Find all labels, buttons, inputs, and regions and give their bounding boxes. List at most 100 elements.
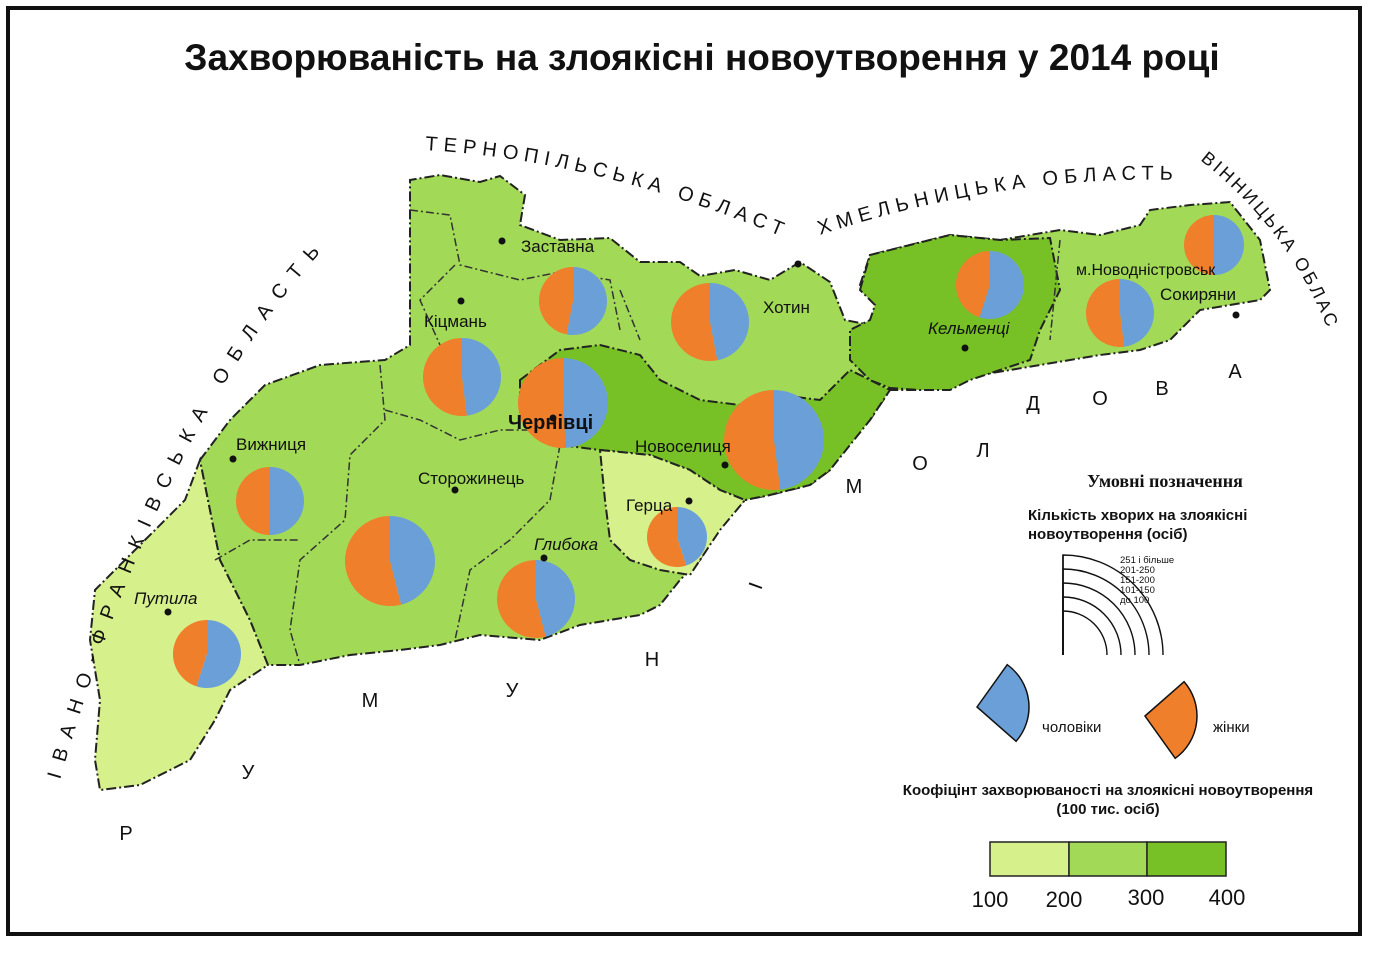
pie-women-slice [236, 467, 270, 535]
legend-women-symbol [1143, 680, 1198, 760]
pie-men-slice [979, 251, 1024, 320]
pie-men-slice [710, 283, 750, 361]
settlement-dot [961, 344, 969, 352]
district-label: Сторожинець [418, 469, 524, 488]
district-label: Кіцмань [424, 312, 487, 331]
district-хотин: Хотин [671, 260, 810, 361]
country-letter: А [1228, 361, 1242, 383]
legend-rate-box-100-200 [989, 841, 1070, 877]
settlement-dot [164, 608, 172, 616]
legend-rate-box-300-400 [1146, 841, 1227, 877]
country-letter: О [1092, 388, 1108, 410]
settlement-dot [685, 497, 693, 505]
country-letter: М [362, 690, 379, 712]
country-letter: М [846, 476, 863, 498]
district-label: Герца [626, 496, 673, 515]
settlement-dot [229, 455, 237, 463]
size-legend-label: 201-250 [1120, 565, 1155, 576]
label-moldova: М О Л Д О В А [846, 361, 1243, 498]
pie-women-slice [724, 390, 781, 490]
district-label: Путила [134, 589, 197, 608]
district-label: Чернівці [508, 412, 593, 434]
legend-count-title-line2: новоутворення (осіб) [1028, 526, 1188, 543]
country-letter: В [1155, 378, 1168, 400]
pie-women-slice [172, 620, 207, 687]
district-boundaries [214, 209, 1061, 666]
district-заставна: Заставна [498, 237, 607, 335]
size-legend-arc [1062, 610, 1108, 656]
district-сторожинець: Сторожинець [345, 469, 524, 606]
pie-men-slice [774, 390, 824, 490]
district-сокиряни: Сокиряни [1086, 279, 1240, 347]
pie-men-slice [677, 507, 707, 566]
district-новоселиця: Новоселиця [635, 390, 824, 490]
size-legend-label: 151-200 [1120, 575, 1155, 586]
settlement-dot [794, 260, 802, 268]
size-legend-label: 101-150 [1120, 585, 1155, 596]
district-вижниця: Вижниця [229, 435, 306, 535]
districts-layer: Заставна Кіцмань Чернівці Хотин Кельменці м.Н… [134, 215, 1244, 688]
pie-women-slice [1184, 215, 1214, 275]
legend-title: Умовні позначення [1087, 471, 1243, 491]
settlement-dot [498, 237, 506, 245]
district-label: Заставна [521, 237, 595, 256]
district-кельменці: Кельменці [928, 251, 1024, 352]
settlement-dot [549, 414, 557, 422]
legend-rate-box-200-300 [1068, 841, 1148, 877]
pie-men-slice [566, 267, 607, 335]
pie-men-slice [1120, 279, 1155, 347]
legend-rate-title-line1: Коофіцінт захворюваноcті на злоякісні но… [903, 782, 1313, 799]
pie-women-slice [423, 338, 467, 416]
pie-men-slice [1214, 215, 1244, 275]
district-label: Глибока [534, 535, 598, 554]
district-чернівці: Чернівці [508, 358, 609, 448]
district-глибока: Глибока [496, 535, 598, 638]
settlement-dot [451, 486, 459, 494]
pie-women-slice [518, 358, 566, 448]
legend-rate-tick-100: 100 [972, 887, 1009, 912]
legend: Умовні позначення Кількість хворих на зл… [903, 471, 1313, 912]
size-legend-arc [1062, 596, 1122, 656]
pie-men-slice [563, 358, 609, 448]
settlement-dot [457, 297, 465, 305]
pie-women-slice [345, 516, 402, 606]
country-letter: Д [1026, 393, 1040, 415]
legend-women-label: жінки [1213, 719, 1250, 736]
district-путила: Путила [134, 589, 241, 688]
legend-rate-title-line2: (100 тис. осіб) [1056, 801, 1159, 818]
district-label: Кельменці [928, 319, 1011, 338]
district-label: Хотин [763, 298, 810, 317]
district-герца: Герца [626, 496, 707, 568]
district-label: Новоселиця [635, 437, 731, 456]
legend-rate-tick-400: 400 [1209, 885, 1246, 910]
pie-women-slice [956, 251, 990, 318]
pie-men-slice [536, 560, 575, 637]
district-label: Вижниця [236, 435, 306, 454]
size-legend-arc [1062, 582, 1136, 656]
district-м-новодністровськ: м.Новодністровськ [1076, 215, 1244, 279]
pie-women-slice [671, 283, 718, 361]
size-legend-arc [1062, 554, 1164, 656]
pie-women-slice [538, 267, 573, 335]
settlement-dot [1232, 311, 1240, 319]
size-legend-label: 251 і більше [1120, 555, 1174, 566]
country-letter: І [745, 580, 768, 593]
pie-men-slice [390, 516, 436, 605]
size-legend-label: до 100 [1120, 595, 1149, 606]
country-letter: О [912, 453, 928, 475]
pie-men-slice [462, 338, 502, 416]
settlement-dot [721, 461, 729, 469]
country-letter: Л [976, 440, 989, 462]
legend-men-symbol [975, 663, 1030, 743]
settlement-dot [540, 554, 548, 562]
legend-count-title-line1: Кількість хворих на злоякісні [1028, 507, 1247, 524]
map-title: Захворюваність на злоякісні новоутворенн… [184, 37, 1219, 78]
district-кіцмань: Кіцмань [423, 297, 502, 416]
country-letter: У [506, 680, 519, 702]
pie-men-slice [270, 467, 304, 535]
legend-rate-tick-300: 300 [1128, 885, 1165, 910]
pie-women-slice [496, 560, 546, 638]
